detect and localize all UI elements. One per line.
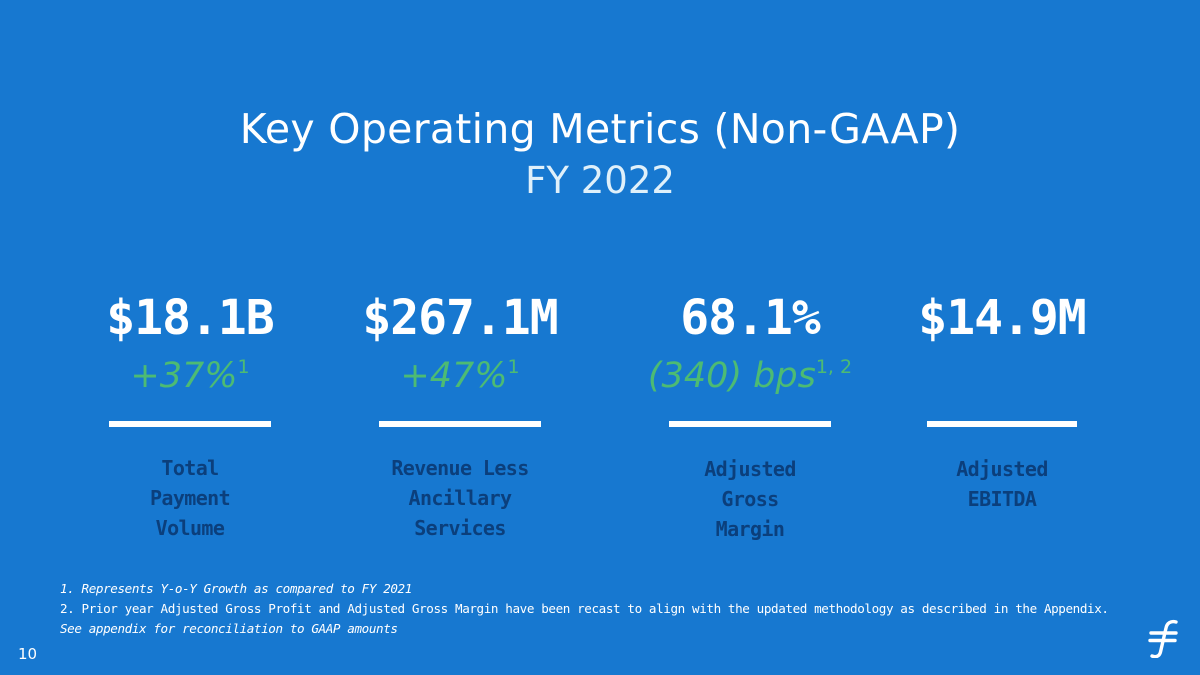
metric-label-line: Services	[414, 516, 506, 540]
divider-rule	[379, 421, 541, 427]
metric-label-line: Total	[161, 456, 219, 480]
footnote-marker: 1	[237, 356, 250, 378]
metric-label-line: Gross	[721, 487, 779, 511]
metric-label-line: Ancillary	[408, 486, 513, 510]
metric-change-text: +37%	[130, 356, 238, 396]
metric-label-line: Volume	[155, 516, 225, 540]
divider-rule	[669, 421, 831, 427]
metric-change: +47%1	[335, 354, 585, 398]
metric-change: (340) bps1, 2	[625, 354, 875, 398]
metric-change-text: (340) bps	[647, 356, 816, 396]
metric-label: Adjusted EBITDA	[877, 454, 1127, 514]
flywire-f-logo-icon	[1148, 619, 1178, 658]
footnote-marker: 1, 2	[815, 356, 853, 378]
metric-label-line: Payment	[149, 486, 231, 510]
metric-label: Total Payment Volume	[65, 453, 315, 543]
metric-value: $267.1M	[362, 290, 558, 346]
footnotes: 1. Represents Y-o-Y Growth as compared t…	[60, 579, 1180, 639]
slide-title: Key Operating Metrics (Non-GAAP)	[239, 105, 961, 153]
metric-value: 68.1%	[680, 290, 821, 346]
page-number: 10	[18, 645, 38, 663]
metric-value: $18.1B	[106, 290, 274, 346]
metric-label-line: Adjusted	[704, 457, 796, 481]
divider-rule	[927, 421, 1077, 427]
divider-rule	[109, 421, 271, 427]
metric-label-line: Revenue Less	[391, 456, 529, 480]
metric-label: Revenue Less Ancillary Services	[335, 453, 585, 543]
metric-value: $14.9M	[918, 290, 1086, 346]
metric-label-line: Adjusted	[956, 457, 1048, 481]
metric-label: Adjusted Gross Margin	[625, 454, 875, 544]
slide-subtitle: FY 2022	[525, 159, 675, 202]
metric-label-line: Margin	[715, 517, 785, 541]
metric-label-line: EBITDA	[967, 487, 1037, 511]
footnote-marker: 1	[507, 356, 520, 378]
footnote-gaap-reconciliation: See appendix for reconciliation to GAAP …	[60, 621, 398, 636]
metric-change: +37%1	[65, 354, 315, 398]
footnote-2: 2. Prior year Adjusted Gross Profit and …	[60, 601, 1109, 616]
metric-change-text: +47%	[400, 356, 508, 396]
footnote-1: 1. Represents Y-o-Y Growth as compared t…	[60, 581, 412, 596]
